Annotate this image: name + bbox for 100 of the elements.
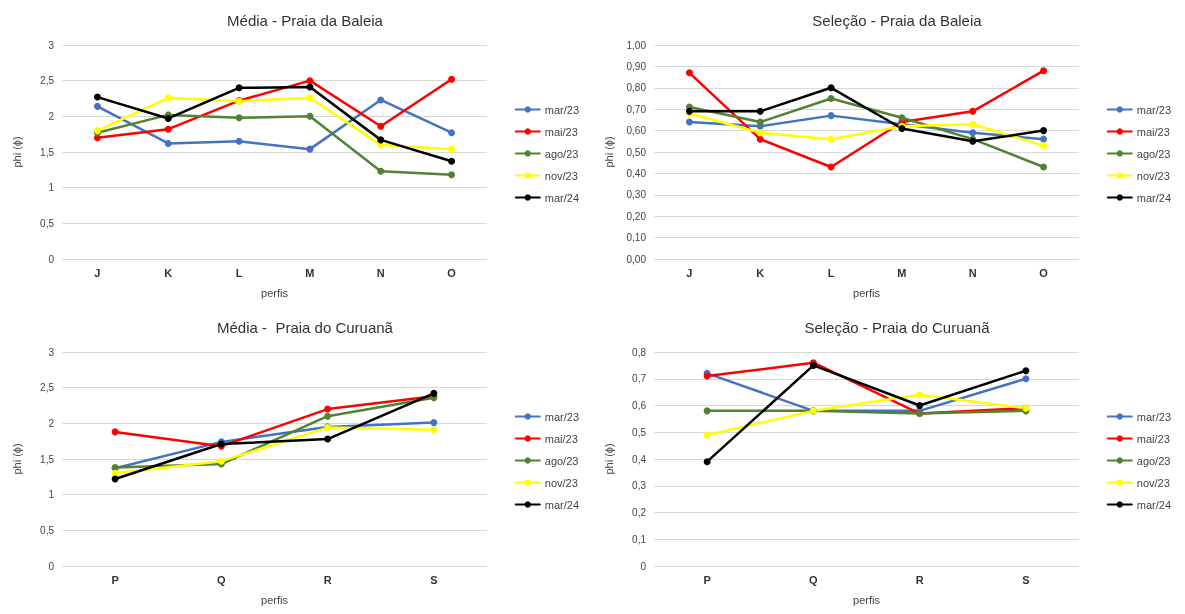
y-tick-label: 1,5 — [40, 453, 55, 465]
y-tick-label: 1 — [48, 182, 55, 194]
y-tick-label: 0,5 — [632, 426, 647, 438]
x-tick-label: J — [686, 266, 693, 279]
y-tick-label: 0,8 — [632, 346, 647, 358]
y-tick-label: 0,3 — [632, 480, 647, 492]
point — [164, 94, 172, 102]
chart-title: Seleção - Praia da Baleia — [812, 12, 983, 29]
x-tick-label: M — [305, 266, 315, 279]
x-axis-title: perfis — [261, 286, 289, 299]
legend-label: mar/23 — [1136, 103, 1172, 116]
y-axis-title: phi (ϕ) — [602, 443, 615, 475]
x-tick-label: R — [323, 573, 332, 586]
legend-label: ago/23 — [544, 454, 579, 467]
y-tick-label: 2,5 — [40, 75, 55, 87]
x-tick-label: R — [915, 573, 924, 586]
point — [1040, 142, 1048, 150]
x-axis-title: perfis — [261, 593, 289, 606]
chart-title: Média - Praia do Curuanã — [217, 319, 394, 336]
point — [1040, 163, 1048, 171]
point — [756, 135, 764, 143]
y-tick-label: 0,60 — [626, 125, 647, 137]
legend-label: nov/23 — [1136, 476, 1170, 489]
y-tick-label: 0,5 — [40, 524, 55, 536]
point — [969, 129, 977, 137]
point — [703, 431, 711, 439]
point — [377, 136, 385, 144]
point — [916, 402, 924, 409]
point — [93, 102, 101, 110]
point — [969, 120, 977, 128]
x-tick-label: P — [111, 573, 119, 586]
point — [111, 428, 119, 436]
point — [377, 96, 385, 104]
point — [377, 122, 385, 130]
x-tick-label: N — [968, 266, 977, 279]
point — [324, 435, 332, 443]
x-tick-label: Q — [217, 573, 227, 586]
point — [324, 405, 332, 413]
point — [685, 118, 693, 126]
y-tick-label: 2 — [48, 110, 55, 122]
point — [235, 114, 243, 122]
x-tick-label: O — [1039, 266, 1049, 279]
point — [756, 118, 764, 126]
y-tick-label: 0 — [48, 253, 55, 265]
point — [756, 107, 764, 115]
x-tick-label: P — [703, 573, 711, 586]
y-tick-label: 0,50 — [626, 146, 647, 158]
x-axis-title: perfis — [853, 593, 881, 606]
x-tick-label: S — [430, 573, 438, 586]
legend-label: mar/23 — [544, 410, 580, 423]
y-tick-label: 0,30 — [626, 189, 647, 201]
y-tick-label: 0,4 — [632, 453, 647, 465]
y-tick-label: 0,10 — [626, 232, 647, 244]
y-tick-label: 1,00 — [626, 39, 647, 51]
y-tick-label: 0,90 — [626, 60, 647, 72]
legend-label: mar/23 — [1136, 410, 1172, 423]
x-tick-label: L — [827, 266, 835, 279]
legend-label: ago/23 — [1136, 147, 1171, 160]
point — [827, 95, 835, 102]
point — [306, 145, 314, 153]
point — [703, 458, 711, 466]
y-tick-label: 3 — [48, 346, 55, 358]
x-tick-label: J — [94, 266, 101, 279]
point — [306, 94, 314, 102]
legend-label: mai/23 — [544, 125, 578, 138]
y-tick-label: 0,5 — [40, 217, 55, 229]
x-axis-title: perfis — [853, 286, 881, 299]
legend-label: nov/23 — [1136, 169, 1170, 182]
legend-label: mai/23 — [1136, 432, 1170, 445]
point — [756, 129, 764, 137]
y-tick-label: 0,70 — [626, 103, 647, 115]
x-tick-label: K — [756, 266, 765, 279]
point — [827, 112, 835, 120]
point — [827, 84, 835, 92]
point — [448, 75, 456, 83]
y-tick-label: 0,7 — [632, 373, 647, 385]
point — [164, 125, 172, 133]
point — [1022, 367, 1030, 375]
point — [1040, 135, 1048, 143]
y-tick-label: 2 — [48, 417, 55, 429]
y-axis-title: phi (ϕ) — [10, 443, 23, 475]
x-tick-label: O — [447, 266, 457, 279]
point — [93, 93, 101, 101]
x-tick-label: K — [164, 266, 173, 279]
y-axis-title: phi (ϕ) — [602, 136, 615, 168]
y-tick-label: 0 — [640, 560, 647, 572]
legend-label: mar/24 — [544, 498, 580, 511]
point — [448, 145, 456, 153]
point — [1040, 127, 1048, 135]
legend-label: nov/23 — [544, 169, 578, 182]
legend-label: nov/23 — [544, 476, 578, 489]
point — [969, 107, 977, 115]
point — [377, 167, 385, 175]
point — [430, 426, 438, 434]
chart-title: Média - Praia da Baleia — [227, 12, 384, 29]
chart-title: Seleção - Praia do Curuanã — [804, 319, 991, 336]
point — [448, 171, 456, 179]
point — [448, 157, 456, 165]
legend-label: mar/24 — [544, 191, 580, 204]
legend-label: ago/23 — [544, 147, 579, 160]
